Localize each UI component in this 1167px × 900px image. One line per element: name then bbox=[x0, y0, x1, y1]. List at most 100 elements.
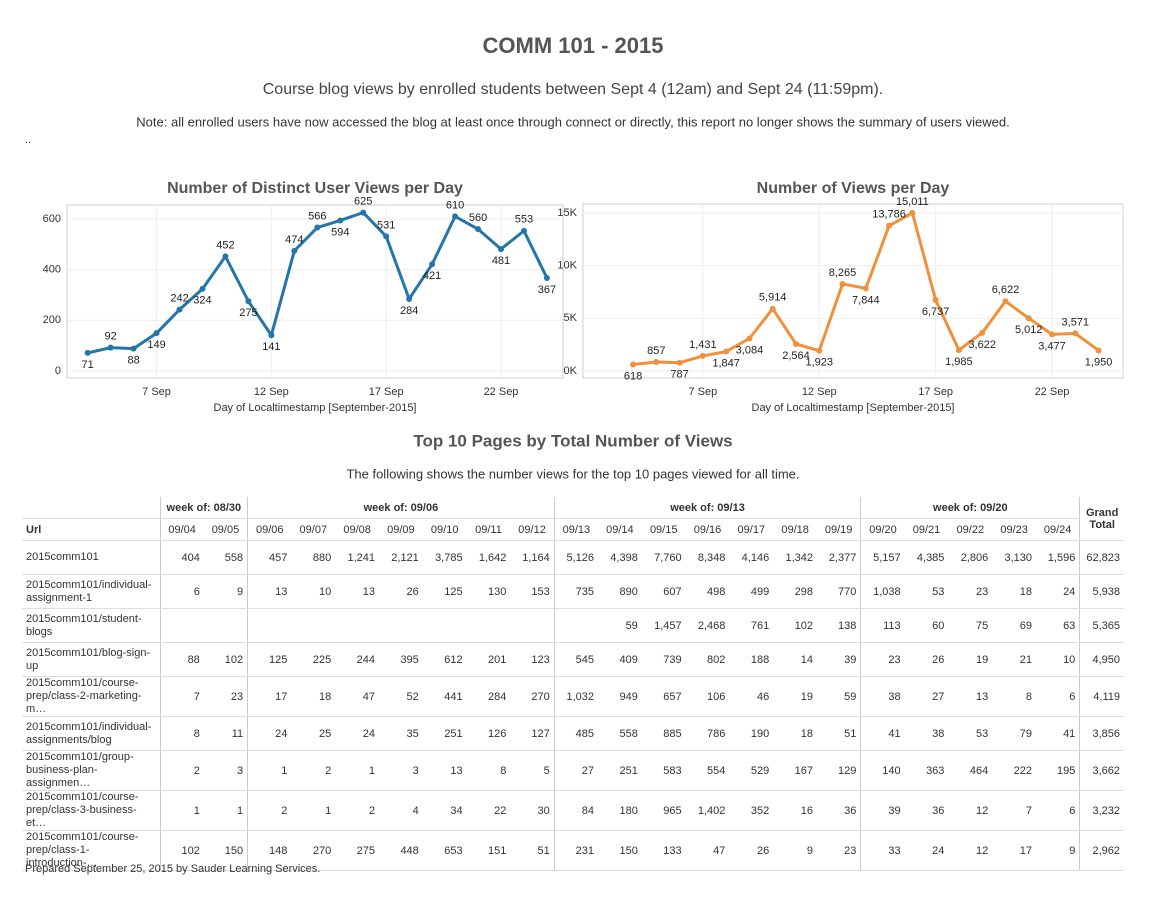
value-cell: 761 bbox=[729, 608, 774, 643]
date-header: 09/12 bbox=[510, 518, 555, 541]
url-cell: 2015comm101 bbox=[22, 540, 161, 575]
value-cell: 47 bbox=[335, 676, 379, 717]
value-cell: 1,038 bbox=[860, 574, 905, 609]
point bbox=[955, 347, 962, 354]
week-header: week of: 09/13 bbox=[553, 497, 861, 519]
header-cell bbox=[22, 497, 161, 519]
table: week of: 08/30 week of: 09/06 week of: 09/… bbox=[22, 497, 1124, 871]
value-cell: 298 bbox=[773, 574, 817, 609]
value-cell: 17 bbox=[992, 830, 1037, 871]
data-label: 1,923 bbox=[805, 357, 833, 369]
value-cell: 545 bbox=[553, 642, 599, 677]
value-cell: 13 bbox=[247, 574, 292, 609]
value-cell: 18 bbox=[773, 716, 817, 751]
value-cell: 13 bbox=[948, 676, 993, 717]
total-cell: 2,962 bbox=[1079, 830, 1124, 871]
value-cell: 16 bbox=[773, 790, 817, 831]
point bbox=[1049, 331, 1056, 338]
value-cell: 1,457 bbox=[641, 608, 686, 643]
data-label: 618 bbox=[624, 370, 642, 382]
value-cell: 231 bbox=[553, 830, 599, 871]
data-label: 284 bbox=[400, 305, 418, 317]
value-cell: 1 bbox=[159, 790, 204, 831]
point bbox=[630, 361, 637, 368]
y-tick-label: 600 bbox=[43, 213, 61, 225]
point bbox=[383, 233, 390, 240]
value-cell: 485 bbox=[553, 716, 599, 751]
value-cell: 558 bbox=[203, 540, 248, 575]
value-cell: 1,596 bbox=[1036, 540, 1080, 575]
point bbox=[475, 226, 482, 233]
value-cell: 2 bbox=[291, 750, 336, 791]
value-cell: 1,402 bbox=[685, 790, 730, 831]
value-cell: 24 bbox=[1036, 574, 1080, 609]
value-cell: 39 bbox=[860, 790, 905, 831]
data-label: 1,985 bbox=[945, 356, 973, 368]
value-cell: 4 bbox=[379, 790, 423, 831]
plot-area bbox=[66, 204, 564, 379]
date-header: 09/05 bbox=[203, 518, 248, 541]
empty-cell bbox=[379, 608, 423, 643]
value-cell: 949 bbox=[598, 676, 642, 717]
value-cell: 102 bbox=[773, 608, 817, 643]
value-cell: 6 bbox=[1036, 676, 1080, 717]
value-cell: 195 bbox=[1036, 750, 1080, 791]
value-cell: 30 bbox=[510, 790, 555, 831]
value-cell: 126 bbox=[466, 716, 511, 751]
value-cell: 2,806 bbox=[948, 540, 993, 575]
value-cell: 8 bbox=[466, 750, 511, 791]
value-cell: 46 bbox=[729, 676, 774, 717]
point bbox=[792, 340, 799, 347]
point bbox=[1095, 347, 1102, 354]
url-cell: 2015comm101/student-blogs bbox=[22, 608, 161, 643]
total-cell: 5,938 bbox=[1079, 574, 1124, 609]
value-cell: 441 bbox=[422, 676, 467, 717]
value-cell: 113 bbox=[860, 608, 905, 643]
data-label: 13,786 bbox=[872, 209, 906, 221]
value-cell: 190 bbox=[729, 716, 774, 751]
value-cell: 1 bbox=[203, 790, 248, 831]
date-header: 09/23 bbox=[992, 518, 1037, 541]
value-cell: 26 bbox=[904, 642, 949, 677]
value-cell: 150 bbox=[598, 830, 642, 871]
value-cell: 167 bbox=[773, 750, 817, 791]
value-cell: 4,146 bbox=[729, 540, 774, 575]
data-label: 149 bbox=[147, 339, 165, 351]
point bbox=[932, 297, 939, 304]
url-cell: 2015comm101/course-prep/class-1-introduc… bbox=[22, 830, 161, 871]
value-cell: 2,468 bbox=[685, 608, 730, 643]
point bbox=[746, 335, 753, 342]
point bbox=[176, 306, 183, 313]
data-label: 88 bbox=[127, 355, 139, 367]
value-cell: 180 bbox=[598, 790, 642, 831]
value-cell: 657 bbox=[641, 676, 686, 717]
value-cell: 13 bbox=[335, 574, 379, 609]
date-header: 09/10 bbox=[422, 518, 467, 541]
value-cell: 12 bbox=[948, 830, 993, 871]
value-cell: 8 bbox=[992, 676, 1037, 717]
value-cell: 1,164 bbox=[510, 540, 555, 575]
data-label: 787 bbox=[670, 369, 688, 381]
value-cell: 770 bbox=[817, 574, 861, 609]
point bbox=[886, 222, 893, 229]
value-cell: 395 bbox=[379, 642, 423, 677]
value-cell: 583 bbox=[641, 750, 686, 791]
value-cell: 558 bbox=[598, 716, 642, 751]
note: Note: all enrolled users have now access… bbox=[136, 114, 1009, 129]
value-cell: 448 bbox=[379, 830, 423, 871]
value-cell: 41 bbox=[1036, 716, 1080, 751]
table-row: 2015comm101/course-prep/class-2-marketin… bbox=[22, 676, 1124, 717]
value-cell: 5,157 bbox=[860, 540, 905, 575]
date-header: 09/09 bbox=[379, 518, 423, 541]
value-cell: 17 bbox=[247, 676, 292, 717]
point bbox=[337, 217, 344, 224]
value-cell: 38 bbox=[860, 676, 905, 717]
value-cell: 63 bbox=[1036, 608, 1080, 643]
value-cell: 127 bbox=[510, 716, 555, 751]
value-cell: 275 bbox=[335, 830, 379, 871]
point bbox=[268, 332, 275, 339]
value-cell: 133 bbox=[641, 830, 686, 871]
value-cell: 498 bbox=[685, 574, 730, 609]
data-label: 6,622 bbox=[992, 284, 1020, 296]
date-header: 09/18 bbox=[773, 518, 817, 541]
